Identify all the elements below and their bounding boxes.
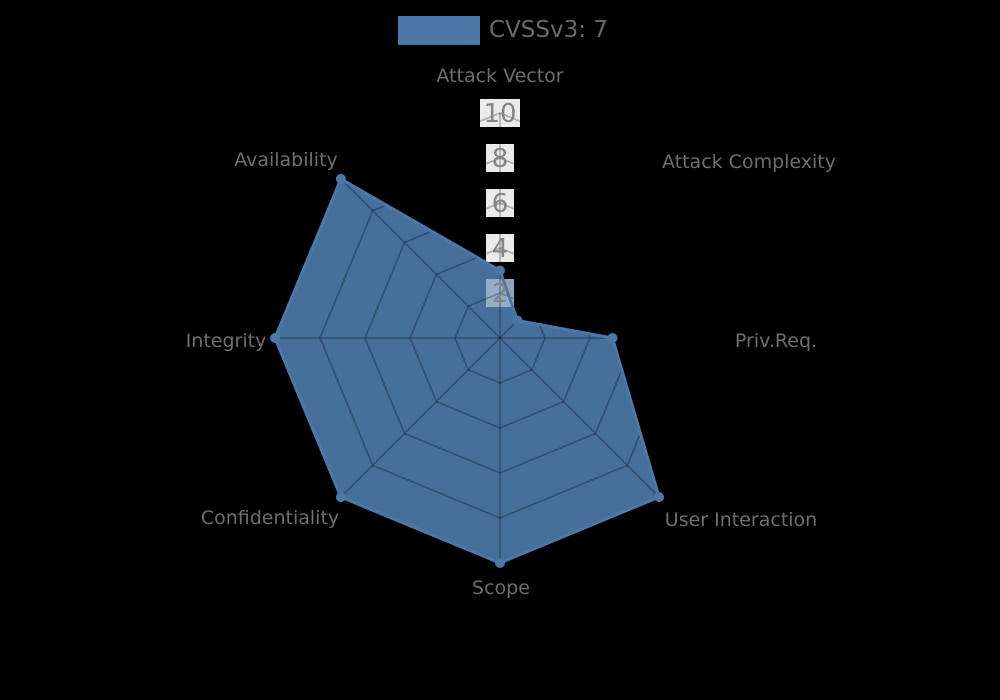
- radial-tick-label: 4: [492, 234, 509, 264]
- grid-ring: [319, 157, 681, 519]
- axis-label-attack-vector: Attack Vector: [436, 65, 564, 87]
- legend-swatch: [398, 16, 480, 45]
- radial-tick-box: [486, 234, 514, 262]
- radial-tick-label: 10: [483, 99, 516, 129]
- grid-ring: [409, 247, 591, 429]
- data-point-marker: [495, 558, 505, 568]
- axis-label-priv-req: Priv.Req.: [734, 330, 818, 352]
- radial-tick-box: [486, 144, 514, 172]
- radial-tick-labels: 2 4 6 8 10: [483, 99, 516, 309]
- axis-label-attack-complexity: Attack Complexity: [661, 151, 837, 173]
- data-point-marker: [270, 333, 280, 343]
- axis-label-confidentiality: Confidentiality: [200, 507, 340, 529]
- data-point-marker: [512, 315, 523, 326]
- grid-ring: [364, 202, 636, 474]
- radial-tick-label: 6: [492, 189, 509, 219]
- data-point-markers: [270, 173, 665, 568]
- radial-tick-label: 8: [492, 144, 509, 174]
- data-point-marker: [654, 492, 665, 503]
- grid-spoke: [340, 178, 501, 339]
- radial-tick-box: [480, 99, 520, 127]
- grid-spoke: [340, 337, 501, 498]
- grid-ring: [454, 292, 546, 384]
- radial-tick-label: 2: [492, 279, 509, 309]
- axis-label-availability: Availability: [234, 149, 338, 171]
- radial-tick-boxes: [480, 99, 520, 307]
- grid-spoke: [499, 337, 660, 498]
- data-point-marker: [335, 492, 346, 503]
- legend-label: CVSSv3: 7: [489, 17, 608, 43]
- axis-label-scope: Scope: [472, 577, 530, 599]
- radial-tick-box: [486, 189, 514, 217]
- chart-legend: CVSSv3: 7: [398, 16, 608, 45]
- grid-spoke: [499, 178, 660, 339]
- data-polygon-fill: [275, 178, 660, 563]
- data-point-marker: [607, 333, 618, 343]
- axis-label-user-interaction: User Interaction: [664, 509, 818, 531]
- axis-label-integrity: Integrity: [185, 330, 267, 352]
- data-point-marker: [495, 265, 505, 276]
- data-point-marker: [335, 173, 346, 184]
